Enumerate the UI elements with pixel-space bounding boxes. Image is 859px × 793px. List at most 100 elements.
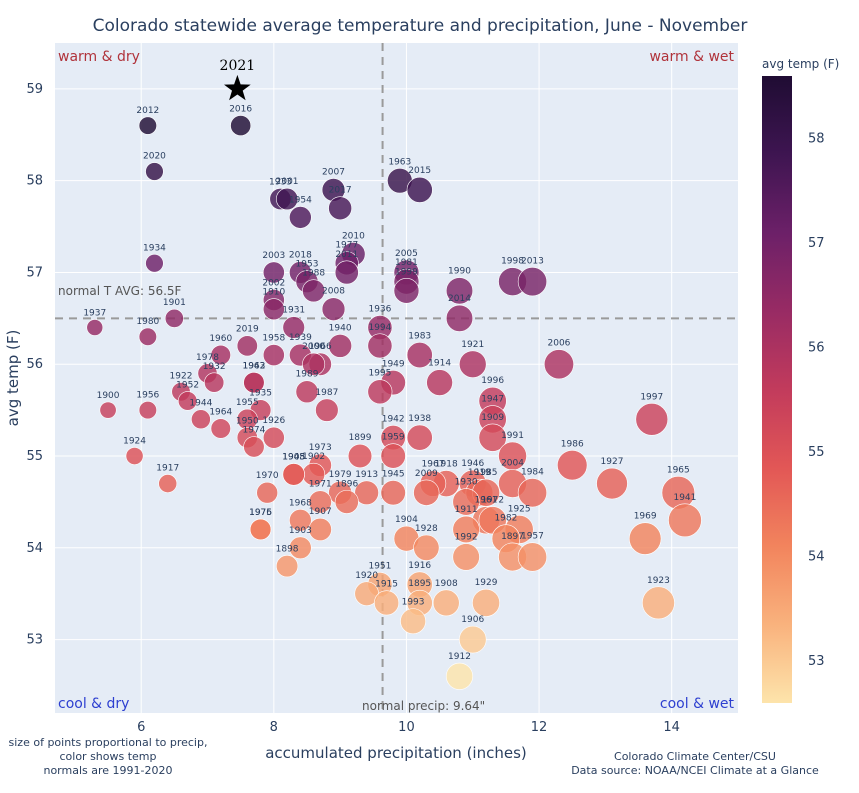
x-tick-label: 6: [137, 720, 145, 735]
data-point-label-1945: 1945: [382, 469, 405, 479]
data-point-1995: [367, 379, 393, 405]
colorbar-tick-label: 56: [808, 341, 825, 356]
data-point-1915: [374, 590, 400, 616]
data-point-label-1942: 1942: [382, 414, 405, 424]
x-tick-labels: 6 8 10 12 14: [137, 720, 680, 735]
data-point-label-1919: 1919: [468, 468, 491, 478]
data-point-1974: [243, 436, 265, 458]
data-point-label-1949: 1949: [382, 359, 405, 369]
data-point-label-1997: 1997: [640, 392, 663, 402]
data-point-2016: [230, 115, 252, 137]
data-point-label-2020: 2020: [143, 152, 166, 162]
data-point-label-1956: 1956: [136, 390, 159, 400]
data-point-label-1988: 1988: [302, 269, 325, 279]
data-point-label-1921: 1921: [461, 340, 484, 350]
data-point-label-1968: 1968: [289, 498, 312, 508]
data-point-label-1935: 1935: [249, 389, 272, 399]
data-point-1944: [191, 409, 211, 430]
data-point-1909: [478, 423, 507, 452]
data-point-1896: [334, 489, 359, 514]
data-point-1971: [308, 490, 332, 514]
data-point-label-1954: 1954: [289, 195, 312, 205]
data-point-1931: [282, 316, 305, 339]
data-point-label-1922: 1922: [170, 371, 193, 381]
credit-line-2: Data source: NOAA/NCEI Climate at a Glan…: [571, 764, 819, 777]
y-tick-labels: 53 54 55 56 57 58 59: [26, 82, 43, 648]
data-point-label-1977: 1977: [335, 241, 358, 251]
data-point-label-1936: 1936: [368, 304, 391, 314]
data-point-label-1916: 1916: [408, 561, 431, 571]
data-point-label-1966: 1966: [309, 342, 332, 352]
data-point-label-1992: 1992: [455, 533, 478, 543]
data-point-label-1900: 1900: [97, 391, 120, 401]
colorbar-title: avg temp (F): [762, 57, 839, 71]
data-point-label-1969: 1969: [634, 512, 657, 522]
data-point-1962: [243, 371, 265, 394]
data-point-label-1937: 1937: [83, 308, 106, 318]
data-point-label-2012: 2012: [136, 106, 159, 116]
data-point-label-1967: 1967: [422, 460, 445, 470]
x-axis-title: accumulated precipitation (inches): [265, 744, 527, 762]
data-point-label-1973: 1973: [309, 443, 332, 453]
data-point-label-1978: 1978: [196, 353, 219, 363]
data-point-1957: [517, 542, 548, 572]
quadrant-label-cool-wet: cool & wet: [660, 696, 735, 712]
data-point-label-1928: 1928: [415, 524, 438, 534]
data-point-1917: [158, 474, 178, 493]
data-point-label-1971: 1971: [309, 480, 332, 490]
data-point-label-2009: 2009: [415, 469, 438, 479]
data-point-2000: [302, 352, 326, 376]
data-point-1926: [262, 426, 285, 449]
data-point-label-1993: 1993: [402, 598, 425, 608]
data-point-label-1970: 1970: [256, 471, 279, 481]
x-tick-label: 10: [398, 720, 415, 735]
data-point-label-1938: 1938: [408, 414, 431, 424]
data-point-label-1934: 1934: [143, 243, 166, 253]
data-point-1945: [380, 480, 406, 506]
data-point-label-1907: 1907: [309, 507, 332, 517]
data-point-1941: [668, 503, 702, 538]
data-point-2014: [445, 304, 474, 332]
data-point-label-1959: 1959: [382, 433, 405, 443]
data-point-label-1979: 1979: [329, 470, 352, 480]
data-point-label-1957: 1957: [521, 532, 544, 542]
y-tick-label: 56: [26, 357, 43, 372]
data-point-1899: [347, 443, 373, 469]
data-point-label-1996: 1996: [481, 376, 504, 386]
data-point-label-1998: 1998: [501, 257, 524, 267]
data-point-2006: [543, 349, 574, 380]
data-point-label-2001: 2001: [276, 177, 299, 187]
data-point-label-1939: 1939: [289, 333, 312, 343]
data-point-1976: [249, 518, 272, 541]
data-point-label-1918: 1918: [435, 459, 458, 469]
data-point-label-1943: 1943: [242, 361, 265, 371]
data-point-label-1987: 1987: [315, 388, 338, 398]
data-point-label-1952: 1952: [176, 381, 199, 391]
data-point-label-1914: 1914: [428, 359, 451, 369]
data-point-2009: [413, 479, 440, 506]
data-point-label-1905: 1905: [282, 452, 305, 462]
colorbar-tick-labels: 53 54 55 56 57 58: [808, 132, 825, 670]
data-point-label-1915: 1915: [375, 580, 398, 590]
data-point-label-1962: 1962: [242, 361, 265, 371]
data-point-label-1908: 1908: [435, 579, 458, 589]
data-point-label-1925: 1925: [508, 504, 531, 514]
data-point-label-1930: 1930: [455, 478, 478, 488]
data-point-1986: [557, 450, 588, 481]
data-point-label-2000: 2000: [302, 342, 325, 352]
data-point-label-1975: 1975: [249, 508, 272, 518]
data-point-1934: [145, 254, 164, 273]
data-point-label-1995: 1995: [368, 369, 391, 379]
normal-precip-label: normal precip: 9.64": [362, 699, 485, 713]
data-point-1954: [289, 206, 312, 229]
data-point-label-1984: 1984: [521, 467, 544, 477]
data-point-label-1989: 1989: [296, 370, 319, 380]
data-point-label-1929: 1929: [475, 578, 498, 588]
quadrant-label-warm-dry: warm & dry: [58, 49, 140, 65]
data-point-label-1901: 1901: [163, 298, 186, 308]
data-point-1906: [459, 625, 487, 654]
y-tick-label: 59: [26, 82, 43, 97]
data-point-1929: [472, 588, 500, 617]
data-point-label-2013: 2013: [521, 256, 544, 266]
